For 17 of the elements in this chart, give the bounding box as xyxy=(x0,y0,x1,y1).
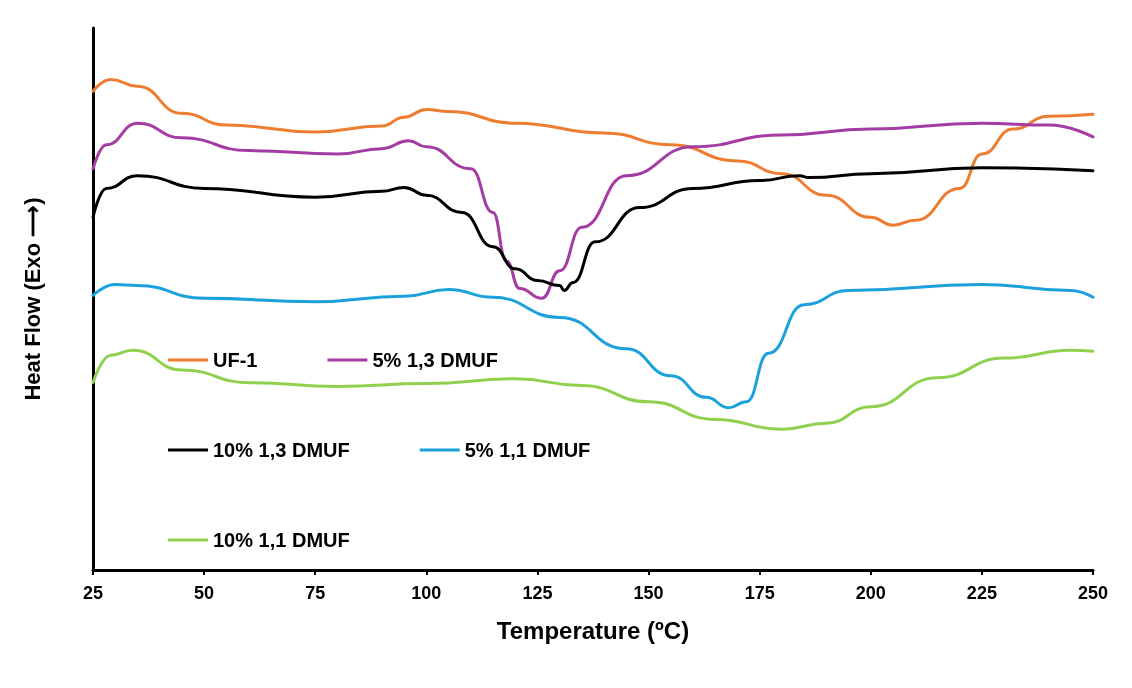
x-axis-title: Temperature (ºC) xyxy=(496,616,690,644)
x-tick-label: 125 xyxy=(522,583,553,603)
legend-label: 5% 1,3 DMUF xyxy=(372,349,499,371)
x-tick-label: 250 xyxy=(1077,583,1109,603)
x-tick-label: 200 xyxy=(855,583,886,603)
x-tick-label: 175 xyxy=(744,583,775,603)
x-tick-label: 75 xyxy=(305,583,326,603)
legend-label: 5% 1,1 DMUF xyxy=(464,439,591,461)
x-tick-label: 225 xyxy=(966,583,997,603)
legend-label: 10% 1,3 DMUF xyxy=(213,439,350,461)
legend-label: UF-1 xyxy=(213,349,258,371)
y-axis-title: Heat Flow (Exo ⟶) xyxy=(19,197,45,401)
x-tick-label: 150 xyxy=(633,583,664,603)
x-tick-label: 25 xyxy=(82,583,104,603)
legend-label: 10% 1,1 DMUF xyxy=(213,529,350,551)
x-tick-label: 50 xyxy=(194,583,215,603)
x-tick-label: 100 xyxy=(411,583,442,603)
